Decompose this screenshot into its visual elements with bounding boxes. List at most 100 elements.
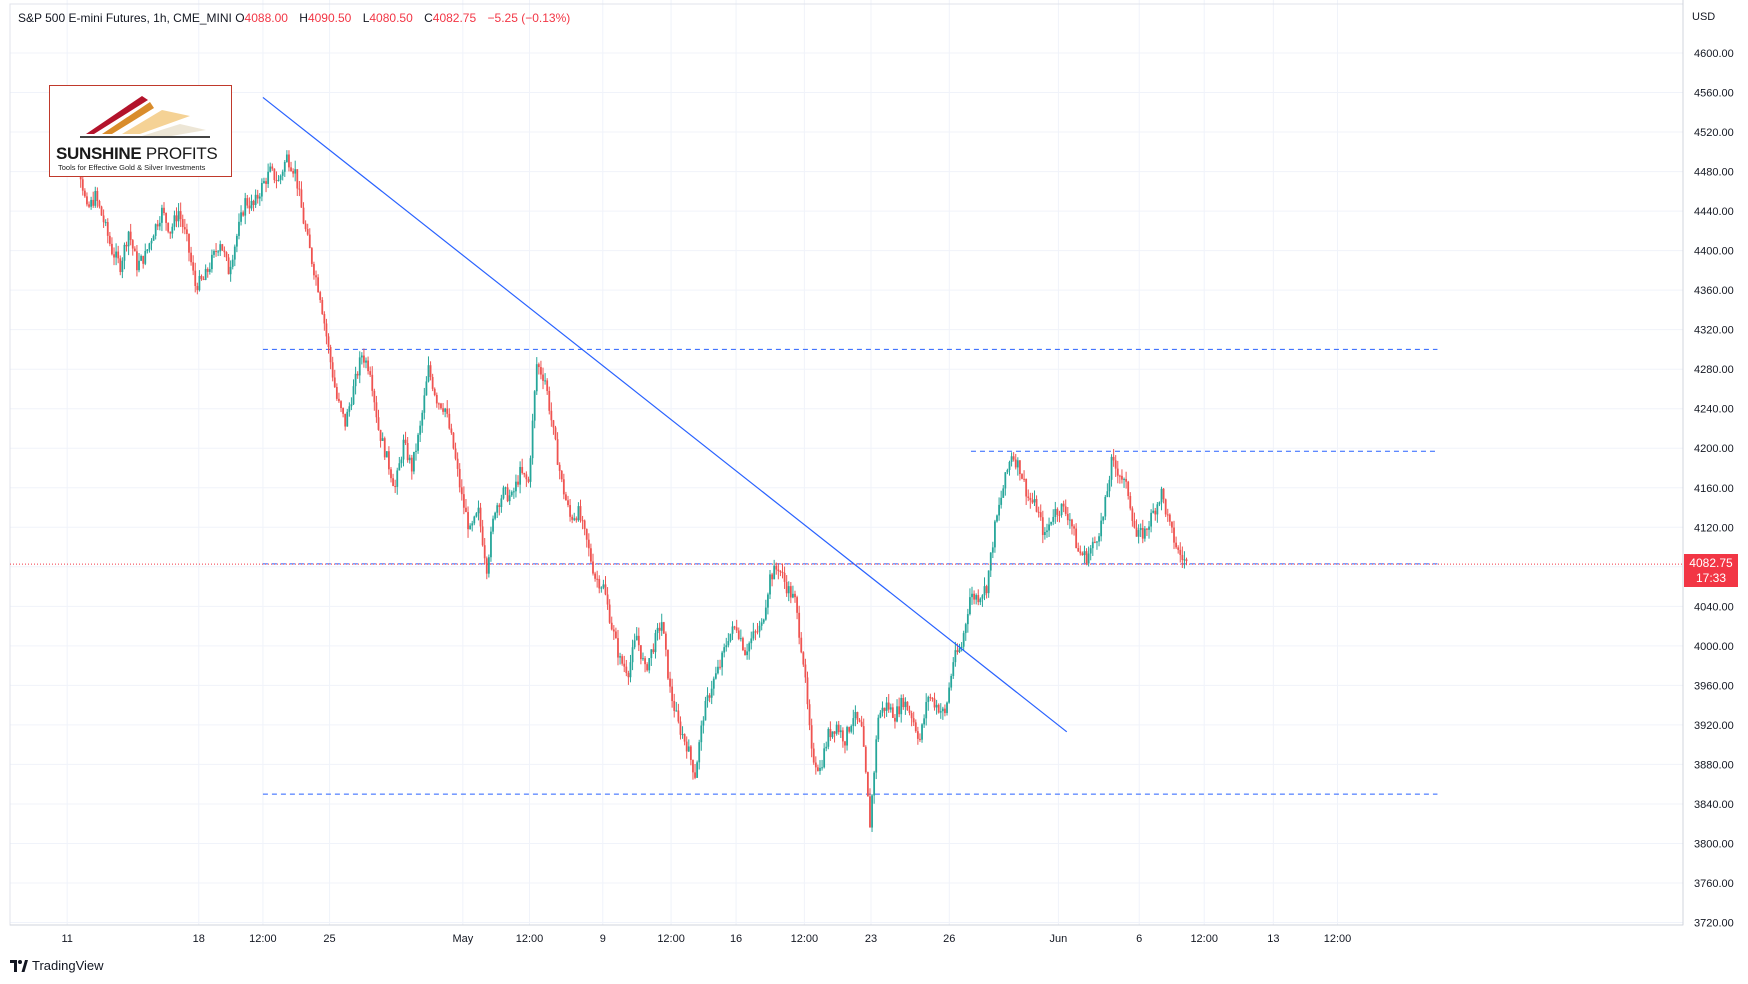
candle-body (627, 673, 630, 678)
candle-body (1085, 551, 1088, 564)
candle-body (333, 377, 336, 388)
currency-label[interactable]: USD (1692, 11, 1716, 23)
candle-body (873, 772, 876, 796)
candle-body (442, 408, 444, 412)
time-tick-label: May (452, 933, 473, 945)
candle-body (479, 507, 482, 527)
candle-body (111, 243, 113, 255)
candle-body (367, 360, 369, 372)
candle-body (733, 626, 736, 628)
candle-body (1075, 528, 1078, 549)
candle-body (148, 243, 151, 250)
candle-body (283, 161, 286, 172)
candle-body (891, 707, 894, 718)
candle-body (1052, 516, 1055, 522)
candle-body (358, 357, 361, 376)
candle-body (1179, 549, 1182, 555)
bar-countdown: 17:33 (1695, 571, 1727, 585)
candle-body (346, 411, 349, 427)
candle-body (1091, 541, 1094, 549)
candle-body (398, 463, 401, 471)
candle-body (656, 627, 659, 634)
candle-body (631, 647, 634, 663)
candle-body (562, 479, 565, 495)
candle-body (323, 314, 326, 324)
candle-body (939, 711, 942, 713)
candle-body (542, 374, 544, 381)
candle-body (385, 451, 388, 458)
candle-body (129, 231, 132, 241)
tradingview-logo-icon (10, 959, 28, 972)
candle-body (517, 481, 519, 485)
candle-body (746, 651, 749, 656)
candle-body (565, 494, 567, 501)
candle-body (617, 638, 619, 658)
candle-body (1023, 478, 1025, 480)
candle-body (994, 521, 996, 548)
candle-body (215, 250, 217, 252)
candle-body (123, 244, 126, 261)
price-tick-label: 4600.00 (1694, 48, 1734, 60)
candle-body (1102, 516, 1105, 521)
candle-body (667, 649, 669, 679)
candle-body (1087, 553, 1090, 564)
candle-body (498, 505, 501, 507)
candle-body (1171, 521, 1173, 528)
candle-body (1046, 530, 1048, 533)
candle-body (637, 635, 640, 646)
candle-body (714, 673, 717, 679)
price-tick-label: 3920.00 (1694, 720, 1734, 732)
candle-body (1066, 513, 1069, 521)
candle-body (839, 730, 842, 733)
candle-body (198, 275, 201, 291)
price-tick-label: 4320.00 (1694, 325, 1734, 337)
candle-body (819, 767, 821, 772)
candle-body (183, 227, 186, 230)
candle-body (975, 595, 978, 600)
candle-body (288, 154, 290, 168)
candle-body (1135, 527, 1138, 537)
candle-body (117, 251, 120, 259)
candle-body (504, 487, 507, 489)
candle-body (531, 420, 534, 459)
candle-body (669, 678, 671, 687)
price-axis[interactable]: 3720.00 3760.00 3800.00 3840.00 3880.00 3920.… (1682, 0, 1734, 930)
candle-body (1033, 499, 1036, 503)
candle-body (916, 731, 919, 739)
candle-body (727, 641, 730, 646)
candle-body (146, 249, 149, 251)
candle-body (1073, 526, 1075, 529)
candle-body (908, 710, 911, 714)
candle-body (1004, 472, 1007, 489)
candle-body (871, 795, 873, 828)
candle-body (540, 367, 542, 375)
time-axis[interactable]: 11 18 12:00 25 May 12:00 9 12:00 16 12:00 23 26 Jun 6… (10, 924, 1683, 945)
candle-body (98, 201, 101, 207)
tradingview-attribution[interactable]: TradingView (10, 958, 104, 973)
candle-body (1141, 527, 1144, 539)
candle-body (500, 498, 503, 507)
candle-body (991, 547, 994, 553)
candle-body (1181, 554, 1184, 561)
candle-body (952, 662, 955, 676)
candle-body (998, 504, 1000, 516)
candle-body (419, 425, 422, 435)
last-price-tag: 4082.75 17:33 (1684, 554, 1738, 587)
candle-body (437, 403, 440, 405)
price-tick-label: 4360.00 (1694, 285, 1734, 297)
candle-body (600, 587, 603, 589)
candle-body (977, 595, 980, 603)
logo-title: SUNSHINE PROFITS (56, 144, 218, 164)
candle-body (354, 373, 357, 387)
candle-body (1166, 514, 1169, 516)
candle-body (750, 638, 753, 644)
candle-body (742, 638, 744, 651)
candle-body (1127, 481, 1130, 496)
candle-body (633, 640, 636, 648)
candle-body (823, 748, 826, 768)
candle-body (208, 269, 211, 272)
candle-body (875, 739, 878, 773)
high-value: 4090.50 (307, 11, 352, 25)
candle-body (817, 767, 819, 772)
